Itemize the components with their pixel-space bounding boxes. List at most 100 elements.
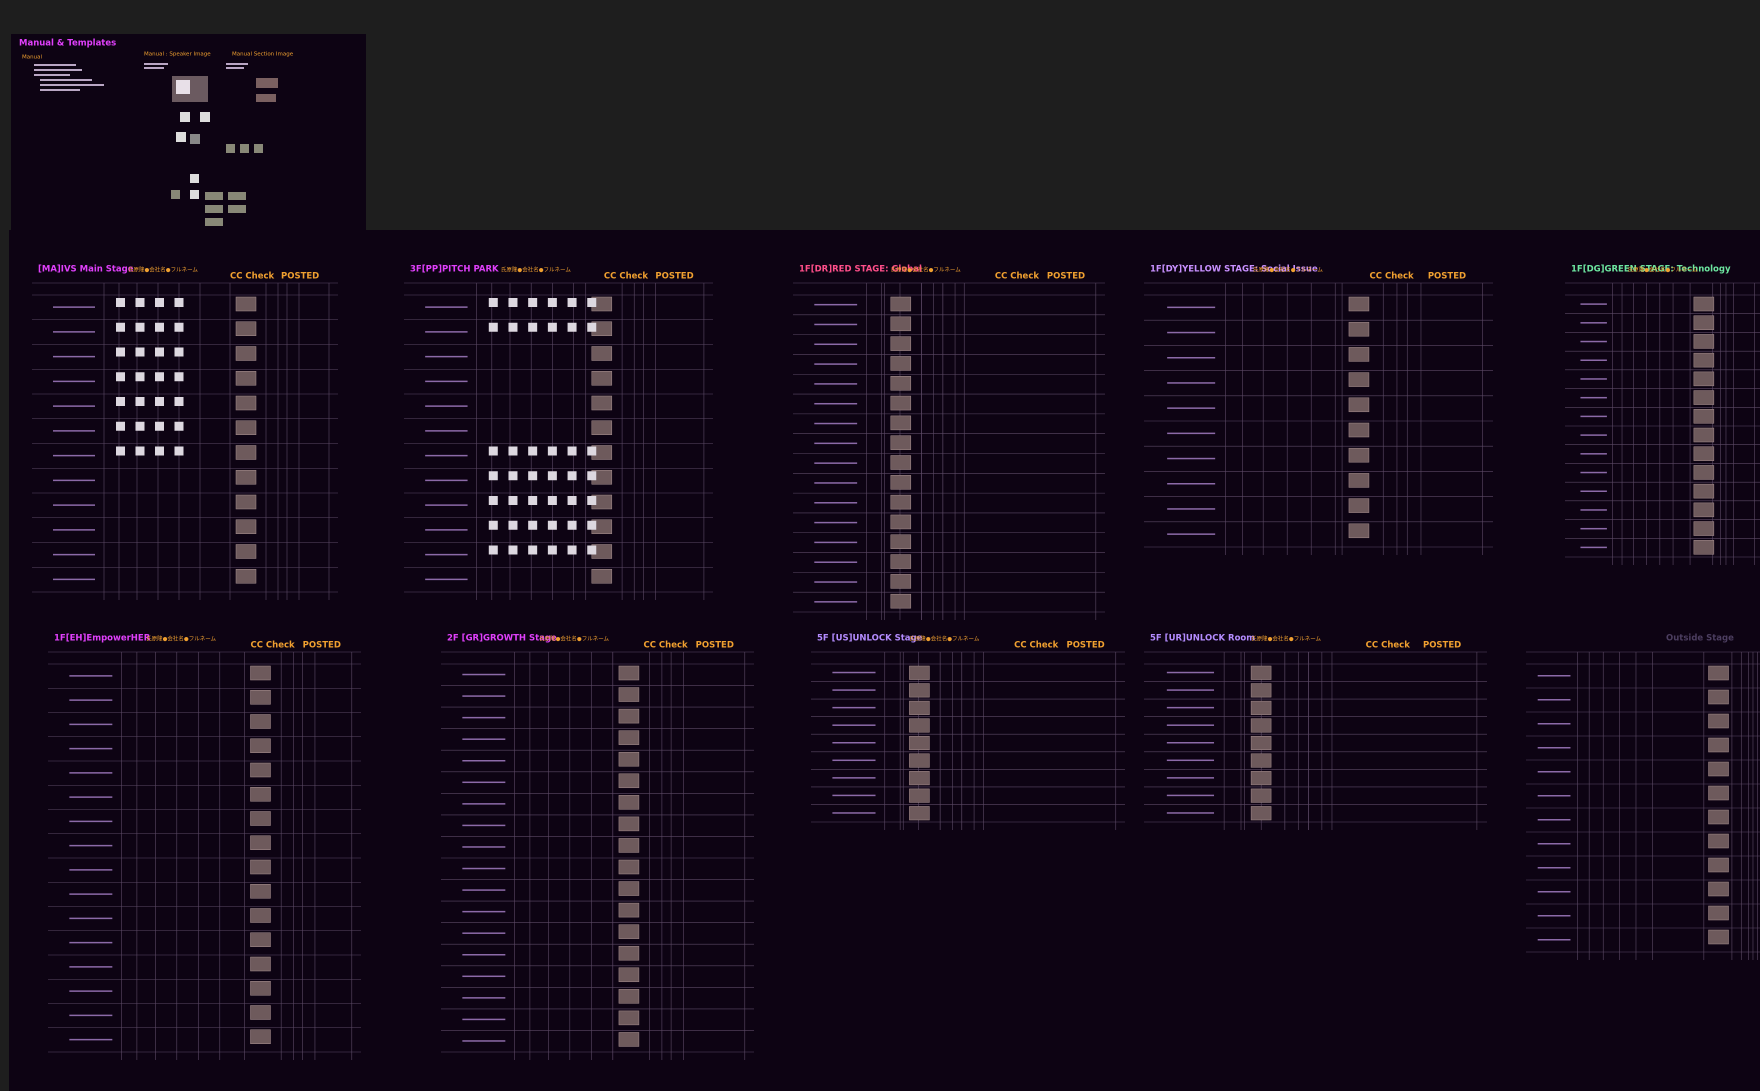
row-text (1537, 939, 1571, 941)
manual-section-image: Manual Section Image (232, 52, 294, 58)
section-thumb (508, 545, 518, 555)
speaker-thumb (1708, 881, 1729, 897)
speaker-thumb (1708, 833, 1729, 849)
section-thumb (587, 471, 597, 481)
speaker-thumb (235, 569, 257, 584)
row-text (1580, 415, 1607, 418)
speaker-thumb (1348, 296, 1370, 312)
speaker-thumb (909, 700, 930, 715)
row-text (1537, 699, 1571, 701)
row-text (69, 1014, 113, 1017)
row-text (53, 529, 95, 531)
row-text (53, 504, 95, 506)
section-thumb (528, 446, 538, 456)
row-text (1537, 723, 1571, 725)
section-thumb (174, 347, 184, 357)
row-text (1537, 795, 1571, 797)
board-title: 1F[EH]EmpowerHER (54, 634, 151, 644)
speaker-thumb (618, 687, 640, 702)
section-thumb (116, 372, 125, 382)
row-text (425, 430, 468, 432)
row-text (1166, 777, 1215, 779)
section-thumb (528, 298, 538, 307)
section-thumb (488, 545, 498, 555)
section-thumb (587, 446, 597, 456)
section-thumb (587, 322, 597, 332)
section-thumb (547, 322, 557, 332)
row-text (1166, 706, 1215, 709)
row-text (69, 796, 113, 798)
row-text (814, 502, 858, 504)
speaker-thumb (250, 787, 271, 802)
manual-lines (34, 63, 248, 91)
row-text (69, 772, 113, 774)
section-thumb (488, 520, 498, 530)
row-text (814, 343, 858, 346)
row-text (53, 479, 95, 482)
row-text (462, 910, 506, 913)
section-thumb (547, 298, 557, 307)
section-thumb (528, 520, 538, 530)
speaker-thumb (1250, 700, 1272, 715)
row-text (1166, 724, 1215, 726)
row-text (1166, 794, 1215, 797)
speaker-thumb (890, 534, 912, 549)
section-thumb (135, 446, 145, 456)
row-text (814, 402, 858, 405)
row-text (425, 306, 468, 308)
board-header: 氏原隆●会社名●フルネーム (128, 266, 198, 274)
speaker-thumb (1250, 735, 1272, 751)
board-header: 氏原隆●会社名●フルネーム (1251, 635, 1321, 643)
board-title: 5F [UR]UNLOCK Room (1150, 634, 1255, 644)
cc-check: CC Check (995, 272, 1040, 282)
section-thumb (155, 397, 164, 406)
section-thumb (488, 471, 498, 481)
speaker-thumb (250, 859, 271, 875)
section-thumb (155, 421, 164, 431)
manual-section: Manual (22, 55, 42, 61)
board-title: Outside Stage (1666, 634, 1734, 644)
speaker-thumb (909, 806, 930, 821)
row-text (53, 578, 95, 581)
row-text (53, 331, 95, 333)
row-text (462, 889, 506, 891)
row-text (425, 355, 468, 358)
speaker-thumb (1693, 352, 1715, 368)
speaker-thumb (1708, 665, 1729, 681)
row-text (462, 1040, 506, 1042)
speaker-thumb (250, 690, 271, 705)
speaker-thumb (890, 356, 912, 371)
speaker-thumb (1693, 446, 1715, 461)
speaker-thumb (1693, 540, 1715, 555)
manual-title: Manual & Templates (19, 39, 116, 49)
section-thumb (567, 298, 577, 307)
section-thumb (116, 298, 125, 307)
speaker-thumb (890, 514, 912, 530)
row-text (1167, 457, 1216, 460)
speaker-thumb (618, 773, 640, 789)
speaker-thumb (618, 816, 640, 832)
section-thumb (135, 421, 145, 431)
section-thumb (135, 372, 145, 382)
section-thumb (547, 446, 557, 456)
row-text (462, 997, 506, 999)
row-text (1166, 812, 1215, 814)
speaker-thumb (1250, 753, 1272, 768)
row-text (69, 917, 113, 920)
row-text (462, 716, 506, 719)
section-thumb (528, 496, 538, 505)
cc-check: CC Check (604, 272, 649, 282)
row-text (1580, 453, 1607, 455)
posted: POSTED (281, 272, 319, 282)
row-text (1537, 675, 1571, 677)
posted: POSTED (1423, 641, 1461, 651)
row-text (1167, 508, 1216, 510)
row-text (462, 738, 506, 740)
row-text (1537, 843, 1571, 845)
speaker-thumb (235, 445, 257, 460)
section-thumb (587, 298, 597, 307)
section-thumb (155, 347, 164, 357)
speaker-thumb (1708, 761, 1729, 777)
speaker-thumb (1348, 347, 1370, 362)
row-text (462, 781, 506, 784)
